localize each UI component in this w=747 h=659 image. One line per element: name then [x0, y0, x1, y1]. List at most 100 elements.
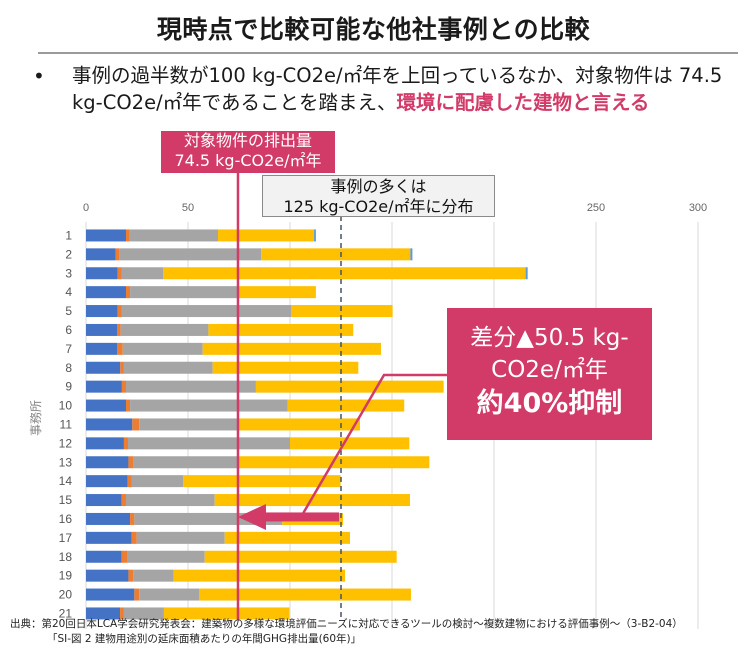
- category-label: 9: [65, 380, 72, 394]
- bar-segment-2: [125, 399, 131, 412]
- bar-segment-4: [290, 437, 410, 450]
- category-label: 13: [59, 455, 73, 469]
- bar-segment-1: [86, 248, 116, 261]
- bar-segment-3: [128, 437, 290, 450]
- target-emission-label: 対象物件の排出量 74.5 kg-CO2e/㎡年: [161, 131, 335, 173]
- bar-segment-3: [131, 475, 184, 488]
- bar-segment-4: [237, 286, 316, 299]
- category-label: 10: [59, 399, 73, 413]
- bar-segment-3: [122, 342, 203, 355]
- typical-cases-label-line2: 125 kg-CO2e/㎡年に分布: [283, 197, 474, 216]
- bar-segment-3: [119, 248, 262, 261]
- target-emission-label-line2: 74.5 kg-CO2e/㎡年: [174, 151, 322, 170]
- bar-segment-3: [130, 399, 288, 412]
- category-label: 18: [59, 550, 73, 564]
- category-label: 5: [65, 304, 72, 318]
- bar-segment-2: [127, 475, 132, 488]
- bar-segment-1: [86, 437, 124, 450]
- bullet-text-plain: 事例の過半数が100 kg-CO2e/㎡年を上回っているなか、対象物件は 74.…: [72, 64, 723, 114]
- bar-segment-1: [86, 569, 129, 582]
- bar-segment-2: [121, 494, 126, 507]
- bar-segment-2: [117, 342, 123, 355]
- bar-segment-1: [86, 361, 121, 374]
- reduction-callout-line2: CO2e/㎡年: [491, 357, 608, 383]
- bar-segment-1: [86, 475, 128, 488]
- category-label: 2: [65, 247, 72, 261]
- bar-segment-3: [139, 418, 239, 431]
- bar-segment-2: [131, 531, 137, 544]
- category-label: 12: [59, 436, 73, 450]
- bar-segment-3: [125, 380, 256, 393]
- bar-segment-4: [183, 475, 341, 488]
- bar-segment-1: [86, 456, 129, 469]
- bar-segment-4: [287, 399, 405, 412]
- title-divider: [38, 52, 738, 54]
- y-axis-label: 事務所: [29, 400, 43, 436]
- bar-segment-4: [217, 229, 315, 242]
- bar-segment-2: [121, 550, 128, 563]
- category-label: 11: [60, 417, 73, 431]
- bar-segment-1: [86, 305, 118, 318]
- x-tick-label: 0: [83, 202, 89, 214]
- bar-segment-5: [525, 267, 528, 280]
- bar-segment-4: [261, 248, 411, 261]
- typical-cases-label: 事例の多くは 125 kg-CO2e/㎡年に分布: [262, 175, 495, 217]
- bar-segment-3: [133, 569, 174, 582]
- source-line1: 出典：第20回日本LCA学会研究発表会：建築物の多様な環境評価ニーズに対応できる…: [10, 618, 683, 630]
- bar-segment-1: [86, 512, 131, 525]
- bar-segment-3: [136, 531, 225, 544]
- category-label: 21: [59, 606, 73, 620]
- target-emission-label-line1: 対象物件の排出量: [183, 131, 312, 150]
- category-label: 16: [59, 512, 73, 526]
- callout-connector-line: [299, 373, 447, 518]
- category-label: 14: [59, 474, 73, 488]
- source-citation: 出典：第20回日本LCA学会研究発表会：建築物の多様な環境評価ニーズに対応できる…: [10, 617, 683, 647]
- bar-segment-1: [86, 286, 126, 299]
- bar-segment-2: [130, 512, 135, 525]
- x-tick-label: 300: [689, 202, 707, 214]
- bar-segment-2: [121, 380, 126, 393]
- bar-segment-2: [132, 418, 140, 431]
- bar-segment-2: [125, 286, 131, 299]
- typical-cases-label-line1: 事例の多くは: [330, 177, 427, 196]
- bullet-text: 事例の過半数が100 kg-CO2e/㎡年を上回っているなか、対象物件は 74.…: [72, 62, 742, 116]
- bar-segment-4: [163, 267, 526, 280]
- reduction-callout: 差分▲50.5 kg- CO2e/㎡年 約40%抑制: [447, 308, 652, 440]
- bar-segment-2: [128, 569, 134, 582]
- bar-segment-3: [125, 494, 215, 507]
- bar-segment-1: [86, 380, 122, 393]
- bar-segment-3: [123, 607, 164, 620]
- bar-segment-4: [238, 418, 360, 431]
- category-label: 17: [59, 531, 73, 545]
- bar-segment-1: [86, 588, 135, 601]
- x-tick-label: 50: [182, 202, 194, 214]
- bar-segment-2: [117, 305, 122, 318]
- bar-segment-2: [115, 248, 120, 261]
- reduction-arrow-shaft: [263, 512, 339, 522]
- category-label: 3: [65, 266, 72, 280]
- category-label: 19: [59, 569, 73, 583]
- bar-segment-2: [134, 588, 140, 601]
- bar-segment-4: [224, 531, 350, 544]
- bar-segment-3: [121, 305, 292, 318]
- bar-segment-1: [86, 418, 133, 431]
- bar-segment-1: [86, 342, 118, 355]
- category-label: 20: [59, 588, 73, 602]
- bar-segment-4: [291, 305, 393, 318]
- reduction-callout-line1: 差分▲50.5 kg-: [470, 325, 629, 351]
- bar-segment-3: [129, 229, 218, 242]
- bar-segment-4: [202, 342, 381, 355]
- bar-segment-1: [86, 494, 122, 507]
- bar-segment-2: [117, 267, 122, 280]
- x-tick-label: 250: [587, 202, 605, 214]
- bar-segment-2: [125, 229, 130, 242]
- bar-segment-3: [120, 323, 209, 336]
- bar-segment-4: [208, 323, 354, 336]
- bar-segment-3: [130, 286, 238, 299]
- bar-segment-2: [120, 607, 124, 620]
- bar-segment-2: [123, 437, 129, 450]
- bullet-text-emphasis: 環境に配慮した建物と言える: [396, 91, 650, 114]
- category-label: 8: [65, 361, 72, 375]
- reduction-arrow-head: [237, 503, 266, 530]
